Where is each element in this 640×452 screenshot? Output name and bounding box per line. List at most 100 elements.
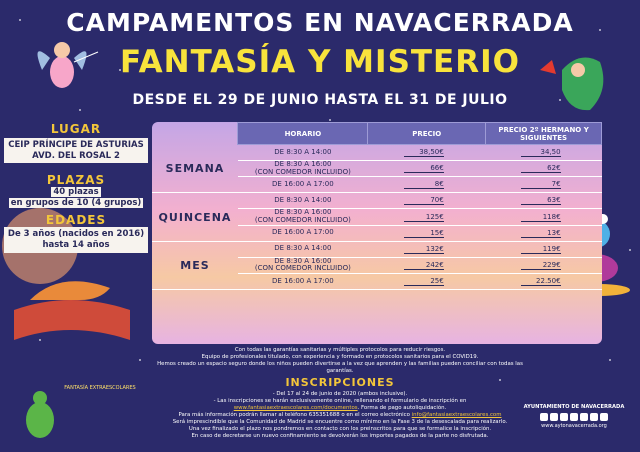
price-cell: 25€ — [367, 273, 486, 291]
price2-value: 13€ — [520, 229, 561, 238]
web-icon[interactable] — [600, 413, 608, 421]
twitter-icon[interactable] — [550, 413, 558, 421]
horario-line: DE 8:30 A 16:00 — [274, 208, 332, 217]
lugar-address: AVD. DEL ROSAL 2 — [32, 150, 120, 161]
price-table: HORARIO PRECIO PRECIO 2º HERMANO Y SIGUI… — [152, 122, 602, 291]
edades-line1: De 3 años (nacidos en 2016) — [7, 228, 145, 239]
note-line: Con todas las garantías sanitarias y múl… — [234, 347, 446, 353]
price2-value: 22.50€ — [520, 277, 561, 287]
price2-value: 119€ — [520, 245, 561, 254]
insc-line: Una vez finalizado el plazo nos pondremo… — [188, 426, 492, 433]
price2-value: 7€ — [520, 180, 561, 190]
price2-cell: 119€ — [485, 241, 602, 258]
horario-line: DE 8:30 A 16:00 — [274, 160, 332, 168]
horario-cell: DE 8:30 A 16:00 (CON COMEDOR INCLUIDO) — [237, 160, 368, 178]
horario-cell: DE 16:00 A 17:00 — [237, 273, 368, 291]
header-precio: PRECIO — [367, 122, 487, 145]
edades-heading: EDADES — [45, 212, 107, 227]
insc-line: Será imprescindible que la Comunidad de … — [172, 419, 508, 426]
plazas-line1: 40 plazas — [51, 187, 101, 198]
horario-note: (CON COMEDOR INCLUIDO) — [254, 264, 351, 273]
table-row: QUINCENA DE 8:30 A 14:00 70€ 63€ — [152, 192, 602, 242]
price-value: 132€ — [403, 245, 444, 254]
insc-line: - Del 17 al 24 de junio de 2020 (ambos i… — [272, 391, 408, 397]
header-precio-hermano: PRECIO 2º HERMANO Y SIGUIENTES — [485, 122, 602, 145]
documentos-link[interactable]: www.fantasiaextraescolares.com/documento… — [233, 405, 358, 412]
horario-cell: DE 8:30 A 14:00 — [237, 192, 368, 210]
email-icon[interactable] — [590, 413, 598, 421]
fantasia-logo: FANTASÍA EXTRAESCOLARES — [60, 385, 140, 391]
header-empty — [152, 123, 238, 145]
ayuntamiento-logo: AYUNTAMIENTO DE NAVACERRADA www.aytonava… — [512, 404, 636, 429]
price2-value: 229€ — [520, 261, 561, 270]
price2-cell: 118€ — [485, 208, 602, 226]
price-value: 242€ — [403, 261, 444, 270]
table-row: DE 8:30 A 16:00 (CON COMEDOR INCLUIDO) 66… — [152, 160, 602, 178]
group-semana: SEMANA — [152, 144, 238, 194]
price-value: 8€ — [403, 180, 444, 190]
sub-title: FANTASÍA Y MISTERIO — [120, 44, 520, 80]
price2-value: 118€ — [520, 213, 561, 222]
price2-cell: 7€ — [485, 176, 602, 194]
insc-line-suffix: . Forma de pago autoliquidación. — [357, 405, 447, 412]
date-range: DESDE EL 29 DE JUNIO HASTA EL 31 DE JULI… — [132, 92, 508, 108]
facebook-icon[interactable] — [540, 413, 548, 421]
table-row: DE 16:00 A 17:00 25€ 22.50€ — [152, 273, 602, 291]
insc-line: - Las inscripciones se harán exclusivame… — [213, 398, 467, 405]
social-icons — [512, 413, 636, 421]
horario-line: DE 16:00 A 17:00 — [272, 228, 334, 237]
table-row: DE 8:30 A 16:00 (CON COMEDOR INCLUIDO) 12… — [152, 208, 602, 226]
main-title: CAMPAMENTOS EN NAVACERRADA — [66, 8, 574, 37]
email-link[interactable]: info@fantasiaextraescolares.com — [411, 412, 502, 419]
inscripciones-heading: INSCRIPCIONES — [285, 376, 395, 389]
ayuntamiento-site[interactable]: www.aytonavacerrada.org — [541, 423, 607, 429]
horario-cell: DE 8:30 A 16:00 (CON COMEDOR INCLUIDO) — [237, 208, 368, 226]
edades-box: De 3 años (nacidos en 2016) hasta 14 año… — [4, 226, 148, 253]
price2-cell: 13€ — [485, 225, 602, 242]
table-row: DE 16:00 A 17:00 15€ 13€ — [152, 225, 602, 242]
price2-value: 62€ — [520, 164, 561, 174]
inscripciones-body: - Del 17 al 24 de junio de 2020 (ambos i… — [150, 391, 530, 440]
insc-phone-text: Para más información podrán llamar al te… — [178, 412, 410, 419]
insc-link-line: www.fantasiaextraescolares.com/documento… — [150, 405, 530, 412]
horario-cell: DE 16:00 A 17:00 — [237, 176, 368, 194]
price-cell: 125€ — [367, 208, 486, 226]
price-table-wrapper: HORARIO PRECIO PRECIO 2º HERMANO Y SIGUI… — [152, 122, 602, 344]
price-cell: 242€ — [367, 257, 486, 275]
horario-cell: DE 8:30 A 14:00 — [237, 241, 368, 258]
lugar-heading: LUGAR — [50, 122, 102, 136]
plazas-text: 40 plazas en grupos de 10 (4 grupos) — [4, 187, 148, 208]
price-cell: 132€ — [367, 241, 486, 258]
horario-line: DE 16:00 A 17:00 — [272, 276, 334, 285]
table-row: SEMANA DE 8:30 A 14:00 38,50€ 34,50 — [152, 144, 602, 194]
horario-line: DE 8:30 A 14:00 — [274, 196, 332, 205]
horario-cell: DE 16:00 A 17:00 — [237, 225, 368, 242]
price-cell: 66€ — [367, 160, 486, 178]
plazas-heading: PLAZAS — [46, 173, 106, 188]
table-row: MES DE 8:30 A 14:00 132€ 119€ — [152, 241, 602, 291]
table-row: DE 16:00 A 17:00 8€ 7€ — [152, 176, 602, 194]
price-value: 125€ — [403, 213, 444, 222]
price2-value: 63€ — [520, 196, 561, 206]
price2-cell: 22.50€ — [485, 273, 602, 291]
price-value: 70€ — [403, 196, 444, 206]
fantasia-logo-dragon — [26, 391, 54, 438]
fantasia-logo-text: FANTASÍA EXTRAESCOLARES — [64, 385, 136, 391]
lugar-place: CEIP PRÍNCIPE DE ASTURIAS — [8, 140, 144, 150]
horario-line: DE 8:30 A 14:00 — [274, 147, 332, 156]
table-row: DE 8:30 A 16:00 (CON COMEDOR INCLUIDO) 24… — [152, 257, 602, 275]
youtube-icon[interactable] — [570, 413, 578, 421]
whatsapp-icon[interactable] — [580, 413, 588, 421]
horario-note: (CON COMEDOR INCLUIDO) — [254, 167, 351, 176]
note-line: Hemos creado un espacio seguro donde los… — [157, 361, 523, 375]
horario-cell: DE 8:30 A 14:00 — [237, 144, 368, 161]
info-column: LUGAR CEIP PRÍNCIPE DE ASTURIAS AVD. DEL… — [4, 122, 148, 253]
price-cell: 15€ — [367, 225, 486, 242]
price2-cell: 62€ — [485, 160, 602, 178]
group-quincena: QUINCENA — [152, 192, 238, 242]
instagram-icon[interactable] — [560, 413, 568, 421]
price2-cell: 34,50 — [485, 144, 602, 161]
ayuntamiento-name: AYUNTAMIENTO DE NAVACERRADA — [523, 404, 625, 410]
insc-line: En caso de decretarse un nuevo confinami… — [191, 433, 489, 440]
header-horario: HORARIO — [237, 122, 369, 145]
